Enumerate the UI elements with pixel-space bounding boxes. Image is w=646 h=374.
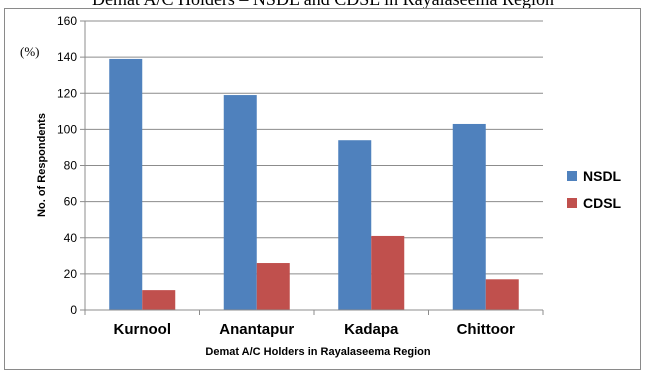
bar-cdsl	[256, 263, 290, 310]
chart-frame	[4, 8, 641, 370]
y-tick-label: 160	[57, 14, 77, 28]
bars	[109, 58, 519, 311]
legend: NSDL CDSL	[567, 168, 622, 211]
bar-cdsl	[142, 290, 176, 310]
y-unit-label: (%)	[20, 44, 40, 59]
bar-nsdl	[109, 58, 143, 311]
legend-swatch-cdsl	[567, 198, 577, 208]
x-category-label: Chittoor	[457, 321, 515, 338]
y-tick-label: 100	[57, 122, 77, 136]
x-category-label: Anantapur	[219, 321, 294, 338]
x-axis-categories: Kurnool Anantapur Kadapa Chittoor	[84, 310, 544, 338]
x-category-label: Kurnool	[114, 321, 172, 338]
bar-cdsl	[371, 235, 405, 310]
legend-swatch-nsdl	[567, 171, 577, 181]
legend-label-cdsl: CDSL	[583, 195, 622, 211]
y-tick-label: 120	[57, 86, 77, 100]
x-category-label: Kadapa	[344, 321, 399, 338]
y-tick-label: 80	[64, 159, 78, 173]
y-axis-title: No. of Respondents	[36, 113, 48, 217]
x-axis-title: Demat A/C Holders in Rayalaseema Region	[205, 346, 430, 358]
figure-caption: Demat A/C Holders – NSDL and CDSL in Ray…	[0, 0, 646, 9]
bar-nsdl	[452, 123, 486, 310]
y-tick-label: 40	[64, 231, 78, 245]
y-tick-label: 0	[70, 303, 77, 317]
y-tick-label: 140	[57, 50, 77, 64]
bar-cdsl	[485, 279, 519, 310]
y-tick-label: 20	[64, 267, 78, 281]
y-axis-ticks: 0 20 40 60 80 100 120 140 160	[57, 14, 85, 317]
bar-nsdl	[223, 95, 257, 311]
legend-label-nsdl: NSDL	[583, 168, 622, 184]
bar-nsdl	[338, 140, 372, 310]
y-tick-label: 60	[64, 195, 78, 209]
